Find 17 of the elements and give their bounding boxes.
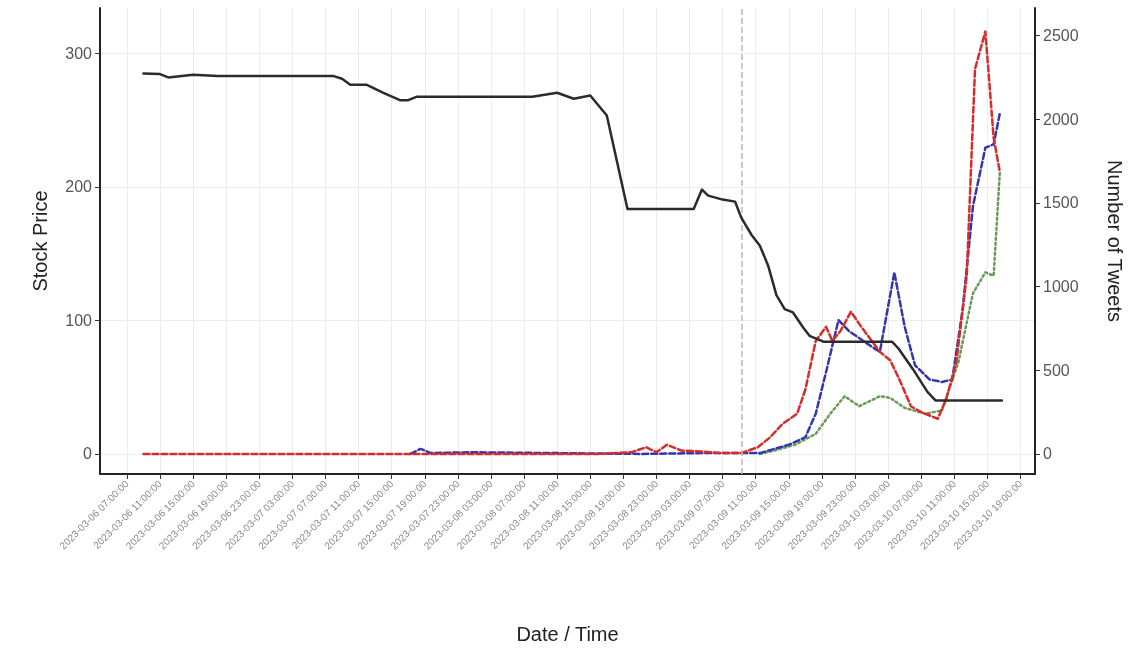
line-series	[409, 112, 1002, 456]
y-tick-label: 200	[65, 178, 93, 196]
line-series	[142, 72, 1004, 402]
x-axis-title: Date / Time	[516, 623, 619, 645]
y2-tick-label: 0	[1043, 445, 1052, 463]
y-tick-label: 300	[65, 44, 93, 62]
y2-tick-label: 2500	[1043, 27, 1079, 45]
y2-tick-label: 1000	[1043, 278, 1079, 296]
y2-tick-label: 500	[1043, 361, 1070, 379]
y-tick-label: 100	[65, 311, 93, 329]
y2-tick-label: 2000	[1043, 110, 1079, 128]
y2-tick-label: 1500	[1043, 194, 1079, 212]
line-series	[758, 170, 1002, 456]
y-tick-label: 0	[83, 445, 93, 463]
y2-axis-title: Number of Tweets	[1104, 160, 1126, 322]
y-axis-title: Stock Price	[29, 190, 51, 292]
line-series	[142, 30, 1002, 456]
